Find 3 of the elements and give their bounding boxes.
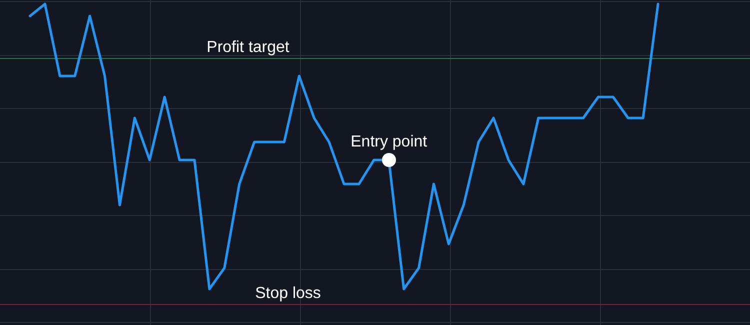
ref-line-label: Profit target (206, 38, 290, 56)
ref-line-label: Stop loss (255, 284, 321, 302)
annotation: Entry point (350, 133, 428, 150)
